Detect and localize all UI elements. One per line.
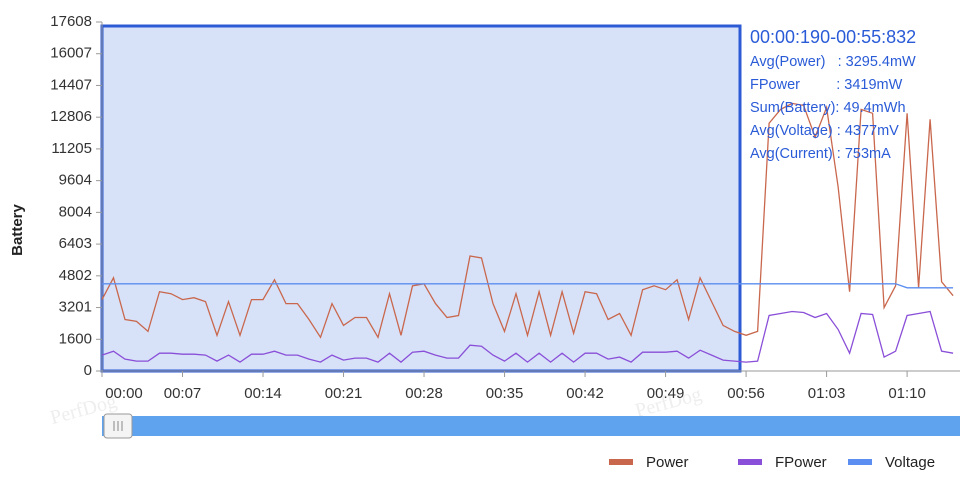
plot [96,21,960,377]
y-tick-label: 14407 [50,76,92,93]
y-tick-label: 0 [84,362,92,379]
y-tick-label: 1600 [59,330,92,347]
legend-label: Voltage [885,454,935,471]
series-line [101,102,954,339]
y-tick-label: 4802 [59,267,92,284]
y-tick-label: 16007 [50,45,92,62]
x-tick-label: 00:35 [486,385,524,402]
info-line: Sum(Battery): 49.4mWh [750,100,906,116]
y-axis-label: Battery [9,203,26,255]
x-tick-label: 00:21 [325,385,363,402]
y-tick-label: 8004 [59,203,92,220]
x-tick-label: 01:10 [888,385,926,402]
y-tick-label: 12806 [50,108,92,125]
info-line: Avg(Voltage) : 4377mV [750,123,899,139]
legend-swatch [609,459,633,465]
y-tick-label: 3201 [59,299,92,316]
legend-swatch [738,459,762,465]
series-line [101,310,954,363]
selection-range[interactable] [100,24,742,373]
y-tick-label: 6403 [59,235,92,252]
x-tick-label: 00:49 [647,385,685,402]
x-tick-label: 00:28 [405,385,443,402]
handle-grip [113,421,123,431]
x-tick-label: 00:14 [244,385,282,402]
info-line: FPower : 3419mW [750,77,903,93]
info-line: Avg(Current) : 753mA [750,146,891,162]
y-tick-label: 9604 [59,172,92,189]
y-tick-label: 11205 [51,140,92,157]
scrollbar-track[interactable] [102,416,960,436]
info-line: Avg(Power) : 3295.4mW [750,54,916,70]
series-line [102,283,954,289]
legend-label: FPower [775,454,827,471]
info-range: 00:00:190-00:55:832 [750,27,916,47]
x-tick-label: 00:42 [566,385,604,402]
legend-label: Power [646,454,689,471]
x-tick-label: 00:07 [164,385,202,402]
y-tick-label: 17608 [50,13,92,30]
x-tick-label: 00:56 [727,385,765,402]
x-tick-label: 01:03 [808,385,846,402]
x-tick-label: 00:00 [105,385,143,402]
legend-swatch [848,459,872,465]
